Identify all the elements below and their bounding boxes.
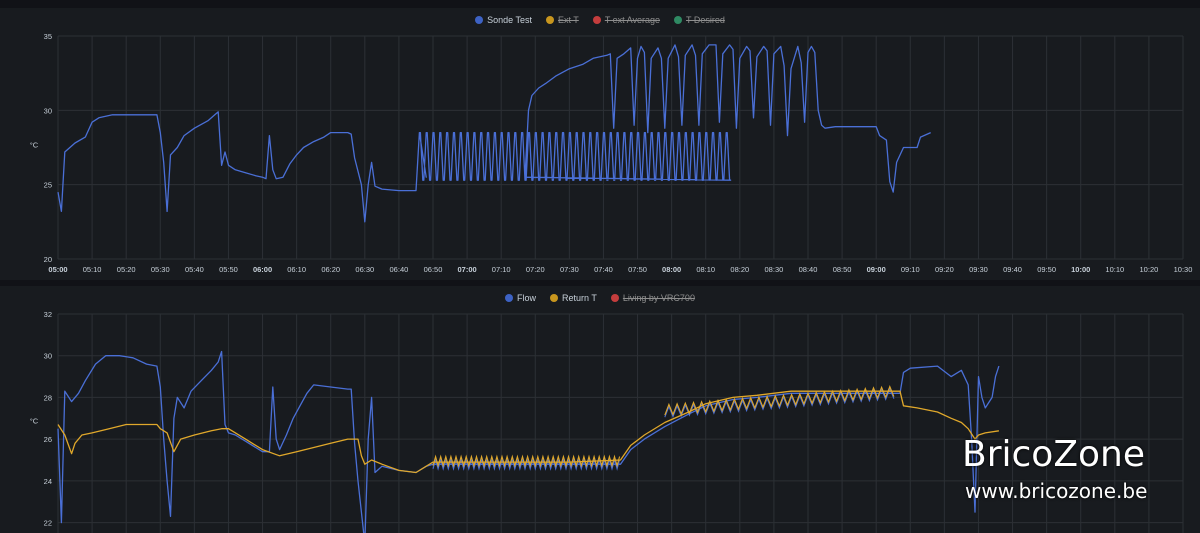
x-tick-label: 08:10 [696, 265, 715, 274]
series-line-flow [57, 350, 1000, 533]
legend-item[interactable]: Flow [505, 293, 536, 303]
legend-swatch [475, 16, 484, 24]
x-tick-label: 06:50 [424, 265, 443, 274]
series-wiggle [664, 387, 895, 419]
y-axis-label: °C [30, 141, 39, 150]
x-tick-label: 10:30 [1174, 265, 1193, 274]
legend-swatch [550, 294, 559, 302]
x-tick-label: 10:10 [1105, 265, 1124, 274]
x-tick-label: 07:20 [526, 265, 545, 274]
x-tick-label: 09:50 [1037, 265, 1056, 274]
legend-item[interactable]: Return T [550, 293, 597, 303]
legend-label: T Desired [686, 15, 725, 25]
y-tick-label: 28 [44, 393, 52, 402]
x-tick-label: 08:00 [662, 265, 681, 274]
x-tick-label: 07:10 [492, 265, 511, 274]
legend-item[interactable]: T Desired [674, 15, 725, 25]
series-line-return-t [57, 390, 999, 474]
legend-swatch [674, 16, 683, 24]
legend-swatch [592, 16, 601, 24]
y-tick-label: 20 [44, 255, 52, 264]
x-tick-label: 05:30 [151, 265, 170, 274]
x-tick-label: 07:40 [594, 265, 613, 274]
y-tick-label: 24 [44, 477, 52, 486]
x-tick-label: 08:20 [730, 265, 749, 274]
x-tick-label: 05:10 [83, 265, 102, 274]
x-tick-label: 06:10 [287, 265, 306, 274]
x-tick-label: 10:00 [1071, 265, 1090, 274]
x-tick-label: 05:50 [219, 265, 238, 274]
y-tick-label: 26 [44, 435, 52, 444]
x-tick-label: 05:40 [185, 265, 204, 274]
y-tick-label: 35 [44, 32, 52, 41]
legend-item[interactable]: Living by VRC700 [610, 293, 695, 303]
x-tick-label: 05:20 [117, 265, 136, 274]
y-tick-label: 30 [44, 352, 52, 361]
series-ripple [432, 454, 621, 468]
x-tick-label: 10:20 [1140, 265, 1159, 274]
x-tick-label: 06:20 [321, 265, 340, 274]
bottom-chart-legend: Flow Return T Living by VRC700 [0, 293, 1200, 303]
x-tick-label: 09:30 [969, 265, 988, 274]
legend-label: Ext T [557, 15, 579, 25]
x-tick-label: 05:00 [48, 265, 67, 274]
legend-swatch [545, 16, 554, 24]
bottom-chart-svg: 22 24 26 28 30 32 °C [30, 310, 1184, 533]
legend-item[interactable]: Sonde Test [475, 15, 532, 25]
bottom-chart-panel: Flow Return T Living by VRC700 22 24 26 28 30 3… [0, 286, 1200, 533]
x-tick-label: 07:00 [457, 265, 476, 274]
x-tick-label: 09:10 [901, 265, 920, 274]
y-tick-label: 22 [44, 519, 52, 528]
legend-label: T ext Average [604, 15, 661, 25]
x-tick-label: 08:30 [765, 265, 784, 274]
legend-swatch [505, 294, 514, 302]
legend-label: Flow [517, 293, 537, 303]
y-tick-label: 30 [44, 106, 52, 115]
x-tick-label: 09:20 [935, 265, 954, 274]
series-wiggle [664, 384, 895, 417]
legend-item[interactable]: Ext T [545, 15, 579, 25]
series-line-sonde-test [57, 44, 931, 223]
x-tick-label: 06:30 [355, 265, 374, 274]
y-axis-label: °C [30, 417, 39, 426]
legend-label: Return T [562, 293, 597, 303]
top-chart-svg: 20 25 30 35 °C 05:00 05:10 05:20 05:30 05:40 05:50… [30, 32, 1193, 274]
top-chart-panel: Sonde Test Ext T T ext Average T Desired 20… [0, 8, 1200, 280]
x-tick-label: 06:40 [390, 265, 409, 274]
x-tick-label: 08:40 [799, 265, 818, 274]
watermark-title: BricoZone [962, 434, 1145, 475]
x-tick-label: 06:00 [253, 265, 272, 274]
x-tick-label: 07:30 [560, 265, 579, 274]
legend-label: Sonde Test [487, 15, 532, 25]
legend-swatch [610, 294, 619, 302]
x-tick-label: 09:00 [867, 265, 886, 274]
watermark-url: www.bricozone.be [965, 479, 1148, 503]
top-chart-legend: Sonde Test Ext T T ext Average T Desired [0, 15, 1200, 25]
y-tick-label: 25 [44, 181, 52, 190]
legend-item[interactable]: T ext Average [592, 15, 661, 25]
x-tick-label: 07:50 [628, 265, 647, 274]
y-tick-label: 32 [44, 310, 52, 319]
x-tick-label: 08:50 [833, 265, 852, 274]
legend-label: Living by VRC700 [622, 293, 695, 303]
x-tick-label: 09:40 [1003, 265, 1022, 274]
